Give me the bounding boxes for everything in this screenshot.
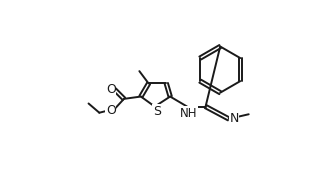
Text: N: N — [229, 112, 239, 125]
Text: NH: NH — [180, 107, 197, 120]
Text: O: O — [106, 83, 116, 96]
Text: O: O — [106, 104, 116, 117]
Text: S: S — [153, 105, 161, 118]
